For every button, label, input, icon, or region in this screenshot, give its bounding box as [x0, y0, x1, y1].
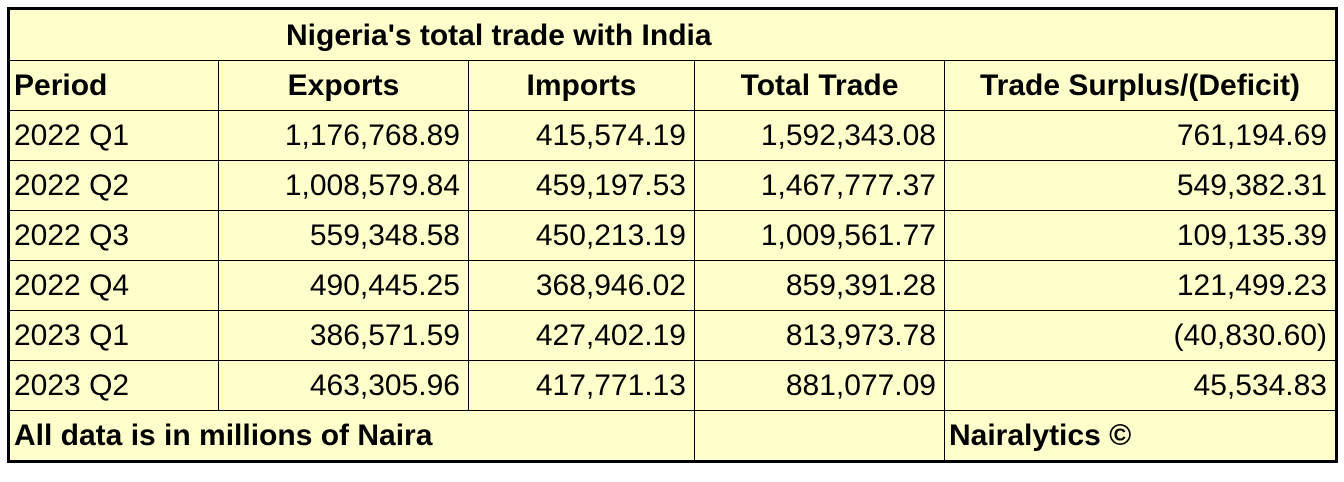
- data-row: 2022 Q1 1,176,768.89 415,574.19 1,592,343.0…: [8, 110, 1337, 161]
- column-header: Exports: [218, 60, 469, 111]
- period-cell: 2023 Q1: [8, 310, 219, 361]
- value-cell: 386,571.59: [218, 310, 469, 361]
- value-cell: 417,771.13: [468, 360, 695, 411]
- value-cell: 1,009,561.77: [694, 210, 945, 261]
- value-cell: 45,534.83: [944, 360, 1337, 411]
- title-row: Nigeria's total trade with India: [8, 8, 1337, 61]
- value-cell: 459,197.53: [468, 160, 695, 211]
- value-cell: 881,077.09: [694, 360, 945, 411]
- footer-note: All data is in millions of Naira: [8, 410, 695, 462]
- table-container: Nigeria's total trade with India Period E…: [7, 7, 1338, 463]
- value-cell: 1,592,343.08: [694, 110, 945, 161]
- period-cell: 2022 Q3: [8, 210, 219, 261]
- value-cell: 559,348.58: [218, 210, 469, 261]
- footer-row: All data is in millions of Naira Nairalyt…: [8, 410, 1337, 462]
- value-cell: (40,830.60): [944, 310, 1337, 361]
- value-cell: 549,382.31: [944, 160, 1337, 211]
- empty-cell: [694, 410, 945, 462]
- data-row: 2023 Q1 386,571.59 427,402.19 813,973.78 (40…: [8, 310, 1337, 361]
- column-header: Period: [8, 60, 219, 111]
- value-cell: 427,402.19: [468, 310, 695, 361]
- column-header: Imports: [468, 60, 695, 111]
- value-cell: 121,499.23: [944, 260, 1337, 311]
- value-cell: 415,574.19: [468, 110, 695, 161]
- period-cell: 2022 Q2: [8, 160, 219, 211]
- value-cell: 1,176,768.89: [218, 110, 469, 161]
- value-cell: 1,467,777.37: [694, 160, 945, 211]
- value-cell: 463,305.96: [218, 360, 469, 411]
- value-cell: 490,445.25: [218, 260, 469, 311]
- data-row: 2023 Q2 463,305.96 417,771.13 881,077.09 45,…: [8, 360, 1337, 411]
- column-header: Total Trade: [694, 60, 945, 111]
- trade-table: Nigeria's total trade with India Period E…: [7, 7, 1338, 463]
- table-title: Nigeria's total trade with India: [8, 8, 1337, 61]
- header-row: Period Exports Imports Total Trade Trade Sur…: [8, 60, 1337, 111]
- value-cell: 761,194.69: [944, 110, 1337, 161]
- period-cell: 2022 Q4: [8, 260, 219, 311]
- value-cell: 368,946.02: [468, 260, 695, 311]
- data-row: 2022 Q2 1,008,579.84 459,197.53 1,467,777.3…: [8, 160, 1337, 211]
- value-cell: 109,135.39: [944, 210, 1337, 261]
- value-cell: 813,973.78: [694, 310, 945, 361]
- value-cell: 859,391.28: [694, 260, 945, 311]
- footer-credit: Nairalytics ©: [944, 410, 1337, 462]
- period-cell: 2022 Q1: [8, 110, 219, 161]
- value-cell: 1,008,579.84: [218, 160, 469, 211]
- data-row: 2022 Q3 559,348.58 450,213.19 1,009,561.77 1…: [8, 210, 1337, 261]
- column-header: Trade Surplus/(Deficit): [944, 60, 1337, 111]
- data-row: 2022 Q4 490,445.25 368,946.02 859,391.28 121…: [8, 260, 1337, 311]
- period-cell: 2023 Q2: [8, 360, 219, 411]
- value-cell: 450,213.19: [468, 210, 695, 261]
